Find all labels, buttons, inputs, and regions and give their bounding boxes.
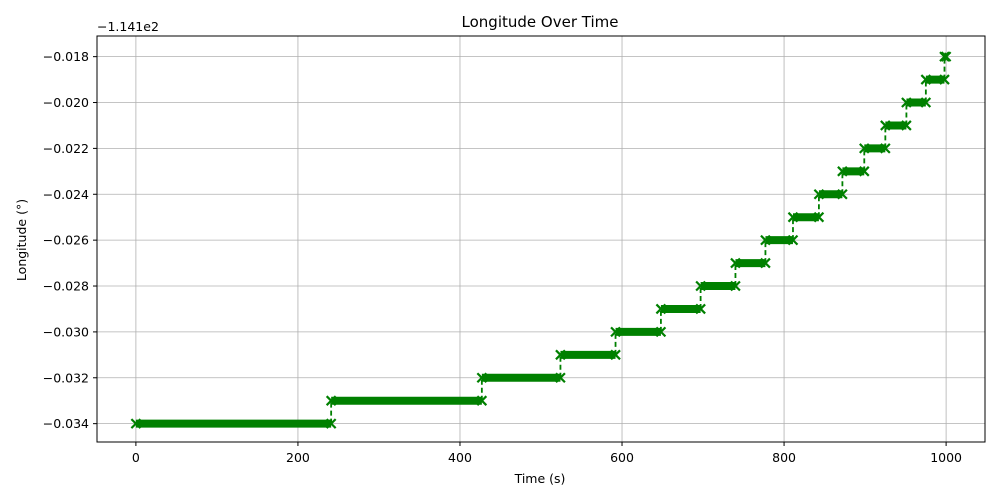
plot-frame (96, 35, 986, 443)
x-marker (813, 188, 825, 200)
x-tick-label: 0 (132, 450, 140, 465)
x-marker (476, 372, 488, 384)
chart-title: Longitude Over Time (462, 13, 619, 31)
x-tick-label: 1000 (930, 450, 962, 465)
x-tick-label: 600 (610, 450, 634, 465)
x-marker (787, 211, 799, 223)
x-marker (695, 280, 706, 292)
x-marker (901, 97, 912, 108)
y-tick-label: −0.024 (43, 187, 89, 202)
y-tick-label: −0.034 (43, 416, 89, 431)
grid (97, 36, 985, 442)
x-marker (655, 303, 667, 315)
x-marker (880, 120, 891, 131)
axes: 0 200 400 600 800 1000 −0.034 −0.032 −0.030 −0.02… (43, 35, 986, 465)
x-marker (555, 349, 566, 361)
y-tick-label: −0.022 (43, 141, 89, 156)
x-marker (940, 51, 952, 62)
x-marker (939, 51, 950, 62)
y-tick-label: −0.020 (43, 95, 89, 110)
data-series (130, 51, 952, 429)
y-tick-label: −0.018 (43, 49, 89, 64)
y-offset-label: −1.141e2 (97, 19, 159, 34)
y-tick-label: −0.026 (43, 233, 89, 248)
x-marker (325, 395, 337, 406)
x-marker (920, 74, 932, 85)
y-axis-label: Longitude (°) (14, 199, 29, 281)
x-tick-label: 200 (286, 450, 310, 465)
y-tick-label: −0.032 (43, 370, 89, 385)
x-marker (837, 166, 848, 177)
x-marker (730, 257, 741, 269)
x-tick-label: 800 (772, 450, 796, 465)
x-marker (130, 418, 142, 429)
x-axis-label: Time (s) (514, 471, 566, 486)
x-marker (858, 143, 870, 154)
y-tick-label: −0.030 (43, 324, 89, 339)
x-marker (760, 234, 771, 246)
x-marker (610, 326, 621, 338)
x-tick-label: 400 (448, 450, 472, 465)
y-tick-label: −0.028 (43, 279, 89, 294)
